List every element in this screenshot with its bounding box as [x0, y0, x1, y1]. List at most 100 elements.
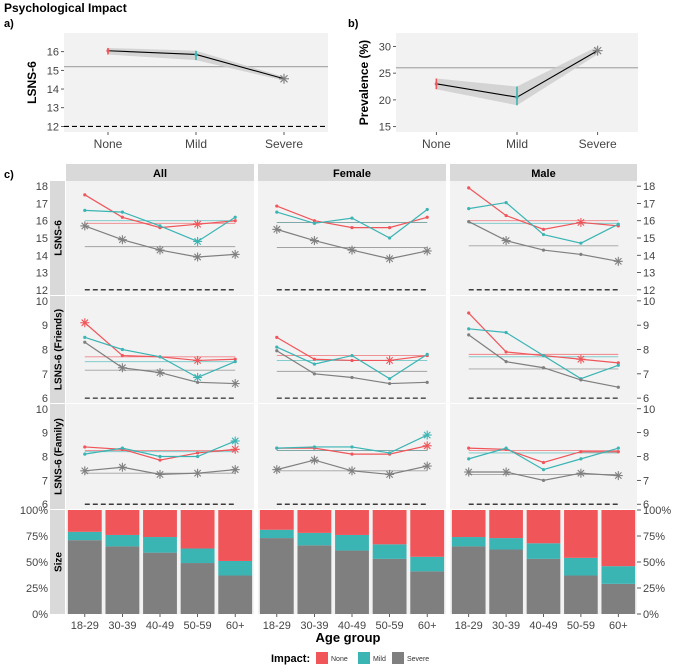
legend-label-severe: Severe [407, 656, 429, 663]
point-mild [467, 207, 471, 211]
plot-area-b [396, 33, 638, 132]
point-none [467, 186, 471, 190]
size-bar-none [218, 510, 253, 561]
point-star-severe [422, 246, 432, 256]
point-mild [233, 215, 237, 219]
size-bar-severe [143, 552, 177, 614]
x-tick-label: None [422, 137, 451, 151]
point-none [275, 335, 279, 339]
point-mild [196, 454, 200, 459]
point-star-mild [422, 430, 432, 440]
point-mild [350, 445, 354, 449]
data-point [515, 95, 519, 99]
x-tick-label: 50-59 [184, 620, 212, 632]
x-axis-label: Age group [316, 630, 381, 645]
y-tick-label-left: 17 [36, 198, 48, 210]
point-severe [541, 478, 546, 482]
point-star-none [193, 355, 203, 365]
y-tick-label-right: 12 [643, 285, 655, 297]
y-tick-label-left: 8 [42, 345, 48, 357]
y-tick-label-left: 18 [36, 181, 48, 193]
size-bar-mild [180, 548, 215, 564]
point-star-severe-stroke [273, 225, 281, 233]
size-bar-mild [67, 531, 102, 541]
y-tick-label-right: 7 [643, 369, 649, 381]
point-mild [388, 451, 392, 455]
point-star-severe-stroke [273, 466, 281, 474]
point-star-mild [193, 236, 203, 246]
y-tick-label-left: 75% [26, 531, 48, 543]
data-point [194, 52, 198, 57]
size-bar-mild [410, 556, 445, 572]
point-none [312, 219, 316, 223]
point-star-severe [230, 465, 240, 475]
point-none [388, 226, 392, 230]
point-star-none [422, 441, 432, 451]
point-none [275, 204, 279, 208]
point-star-severe [613, 256, 623, 266]
point-star-severe-stroke [614, 472, 622, 480]
size-bar-none [564, 510, 598, 558]
legend-swatch-severe [392, 652, 404, 664]
point-star-mild-stroke [194, 373, 202, 382]
row-strip-label: LSNS-6 (Friends) [54, 309, 65, 390]
size-bar-none [259, 510, 294, 530]
point-star-severe-stroke [310, 456, 318, 464]
point-severe [616, 385, 620, 389]
point-none [541, 227, 546, 231]
y-tick-label: 12 [47, 121, 59, 133]
point-star-severe-stroke [423, 247, 431, 255]
size-bar-severe [372, 558, 407, 614]
point-severe [541, 248, 546, 252]
size-bar-none [489, 510, 523, 539]
point-star-severe-stroke [423, 462, 431, 470]
y-tick-label: 25 [379, 68, 391, 80]
y-tick-label-right: 15 [643, 233, 655, 245]
point-star-severe-stroke [348, 467, 356, 475]
x-tick-label: 50-59 [567, 620, 595, 632]
y-tick-label-left: 15 [36, 233, 48, 245]
legend-label-none: None [331, 656, 348, 663]
point-star-severe [80, 466, 90, 476]
row-strip [50, 181, 65, 295]
point-star-severe-stroke [118, 236, 126, 244]
confidence-band [108, 47, 284, 81]
size-bar-mild [451, 537, 486, 547]
point-none [616, 450, 620, 454]
point-star-severe-stroke [194, 253, 202, 261]
y-tick-label-left: 12 [36, 285, 48, 297]
x-tick-label: Severe [265, 137, 303, 151]
point-star-severe-stroke [231, 379, 239, 388]
point-star-severe [230, 249, 240, 259]
size-bar-severe [297, 545, 332, 614]
point-mild [504, 330, 508, 335]
point-star-severe-stroke [194, 469, 202, 477]
y-tick-label-left: 100% [20, 505, 48, 517]
x-tick-label: Mild [185, 137, 207, 151]
data-point [434, 82, 438, 86]
point-mild [616, 363, 620, 367]
point-severe [196, 380, 200, 384]
point-star-mild-stroke [194, 237, 202, 246]
point-star-severe [117, 363, 127, 373]
point-severe [541, 366, 546, 370]
row-strip [50, 404, 65, 509]
point-severe [350, 375, 354, 380]
point-star-none [230, 444, 240, 454]
y-tick-label-right: 16 [643, 216, 655, 228]
point-mild [541, 468, 546, 472]
point-mild [350, 353, 354, 358]
point-star-severe-stroke [81, 467, 89, 475]
facet-strip-female [258, 164, 446, 181]
panel-label-a: a) [4, 18, 14, 30]
point-star-none-stroke [81, 319, 89, 327]
facet-strip-label: Male [531, 168, 555, 180]
point-star-severe-stroke [118, 463, 126, 471]
point-star-severe [155, 245, 165, 255]
point-star-severe-stroke [465, 468, 473, 476]
facet-panel [66, 296, 254, 403]
y-tick-label-right: 7 [643, 475, 649, 487]
size-bar-none [105, 510, 140, 535]
point-none [83, 445, 87, 449]
chart-c: c) All Female Male LSNS-6 12 12 13 13 14 14 15 15 16 1… [4, 164, 671, 645]
